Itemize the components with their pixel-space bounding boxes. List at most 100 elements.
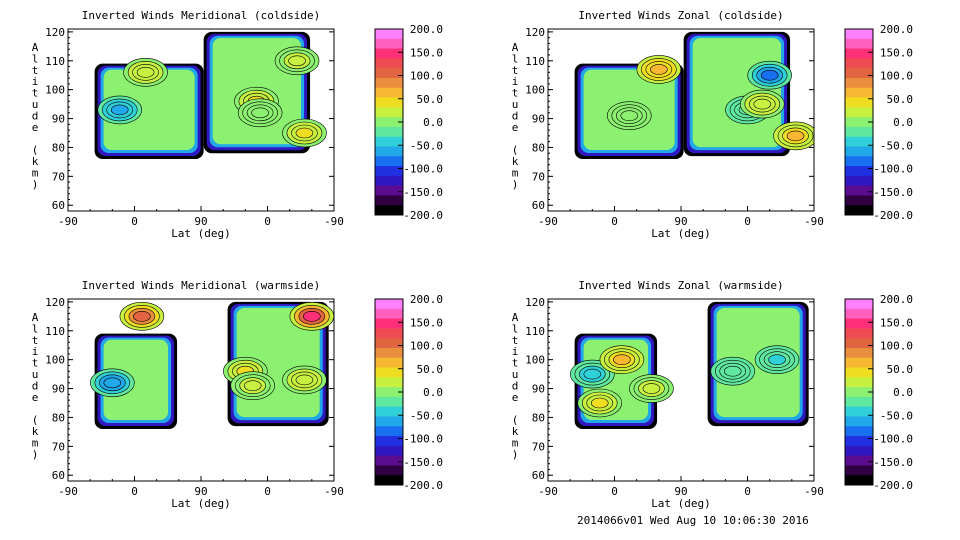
colorbar-label: 200.0 [410, 293, 443, 306]
colorbar-label: 200.0 [410, 23, 443, 36]
colorbar-label: 0.0 [893, 116, 913, 129]
colorbar-label: -50.0 [410, 139, 443, 152]
colorbar-label: 200.0 [880, 23, 913, 36]
data-field [570, 301, 809, 429]
colorbar-swatch [845, 308, 873, 320]
colorbar-swatch [375, 299, 403, 310]
contour-hotspot [103, 377, 122, 389]
x-axis-label: Lat (deg) [651, 227, 711, 240]
colorbar-label: 50.0 [417, 363, 444, 376]
colorbar-label: -200.0 [873, 479, 913, 492]
x-tick-label: -90 [324, 485, 344, 498]
colorbar-swatch [375, 357, 403, 369]
panel-meridional-coldside: Inverted Winds Meridional (coldside) 60 70… [32, 9, 443, 240]
contour-hotspot [303, 311, 321, 322]
colorbar-label: 0.0 [423, 116, 443, 129]
y-tick-label: 120 [45, 26, 65, 39]
region-fill [103, 69, 195, 150]
colorbar-swatch [845, 185, 873, 196]
panel-meridional-warmside: Inverted Winds Meridional (warmside) 60 70… [32, 279, 443, 510]
colorbar-label: -200.0 [873, 209, 913, 222]
colorbar-label: -150.0 [873, 456, 913, 469]
colorbar: 200.0 150.0 100.0 50.0 0.0 -50.0 -100.0 -150.0 -… [844, 293, 913, 492]
contour-hotspot [136, 67, 155, 78]
panel-zonal-warmside: Inverted Winds Zonal (warmside) 60 70 80 90 1… [512, 279, 913, 510]
x-tick-label: 0 [131, 485, 138, 498]
colorbar-swatch [375, 117, 403, 128]
colorbar-label: -150.0 [873, 186, 913, 199]
y-tick-label: 80 [532, 411, 545, 424]
colorbar-swatch [375, 308, 403, 320]
colorbar-swatch [845, 357, 873, 369]
colorbar-label: -150.0 [403, 456, 443, 469]
colorbar-swatch [375, 347, 403, 359]
colorbar-swatch [845, 347, 873, 359]
y-tick-label: 120 [525, 26, 545, 39]
y-tick-label: 120 [45, 296, 65, 309]
x-tick-label: -90 [804, 215, 824, 228]
colorbar-swatch [845, 29, 873, 40]
colorbar-swatch [375, 87, 403, 99]
data-field [90, 301, 334, 429]
colorbar-swatch [375, 126, 403, 138]
colorbar-label: 100.0 [410, 340, 443, 353]
colorbar-label: 150.0 [410, 316, 443, 329]
colorbar-swatch [845, 436, 873, 447]
contour-hotspot [288, 55, 306, 67]
y-tick-label: 70 [52, 170, 65, 183]
colorbar-swatch [845, 87, 873, 99]
colorbar-swatch [375, 338, 403, 349]
y-tick-label: 100 [45, 84, 65, 97]
x-tick-label: 90 [194, 215, 207, 228]
colorbar-swatch [375, 406, 403, 417]
colorbar-swatch [375, 136, 403, 147]
colorbar-label: 150.0 [880, 46, 913, 59]
x-tick-label: 90 [674, 485, 687, 498]
colorbar-swatch [845, 136, 873, 147]
colorbar-label: 50.0 [417, 93, 444, 106]
colorbar-swatch [845, 97, 873, 108]
colorbar-swatch [375, 58, 403, 69]
contour-hotspot [768, 354, 786, 365]
colorbar-label: 150.0 [880, 316, 913, 329]
colorbar-label: -50.0 [880, 409, 913, 422]
y-tick-label: 100 [525, 84, 545, 97]
contour-hotspot [753, 98, 772, 110]
x-tick-label: 0 [744, 215, 751, 228]
contour-hotspot [590, 397, 609, 409]
x-tick-label: 0 [611, 215, 618, 228]
x-tick-label: 90 [674, 215, 687, 228]
panel-title: Inverted Winds Meridional (coldside) [82, 9, 320, 22]
colorbar-swatch [845, 455, 873, 466]
colorbar: 200.0 150.0 100.0 50.0 0.0 -50.0 -100.0 -150.0 -… [844, 23, 913, 222]
colorbar-label: 150.0 [410, 46, 443, 59]
x-tick-label: -90 [58, 215, 78, 228]
contour-hotspot [620, 110, 639, 121]
colorbar-swatch [845, 406, 873, 417]
colorbar-swatch [375, 185, 403, 196]
colorbar-swatch [845, 387, 873, 398]
x-tick-label: -90 [58, 485, 78, 498]
colorbar-swatch [845, 38, 873, 50]
x-axis-label: Lat (deg) [651, 497, 711, 510]
colorbar-label: -100.0 [873, 433, 913, 446]
y-tick-label: 100 [525, 354, 545, 367]
colorbar-swatch [845, 367, 873, 378]
colorbar-swatch [375, 387, 403, 398]
colorbar-swatch [375, 455, 403, 466]
colorbar-swatch [845, 117, 873, 128]
y-tick-label: 90 [532, 113, 545, 126]
colorbar-swatch [375, 156, 403, 167]
colorbar-swatch [845, 48, 873, 59]
colorbar-swatch [845, 299, 873, 310]
colorbar-label: -150.0 [403, 186, 443, 199]
colorbar-swatch [845, 205, 873, 216]
colorbar-swatch [845, 465, 873, 476]
x-tick-label: 90 [194, 485, 207, 498]
x-tick-label: 0 [264, 485, 271, 498]
colorbar-swatch [845, 416, 873, 427]
colorbar-label: 100.0 [410, 70, 443, 83]
